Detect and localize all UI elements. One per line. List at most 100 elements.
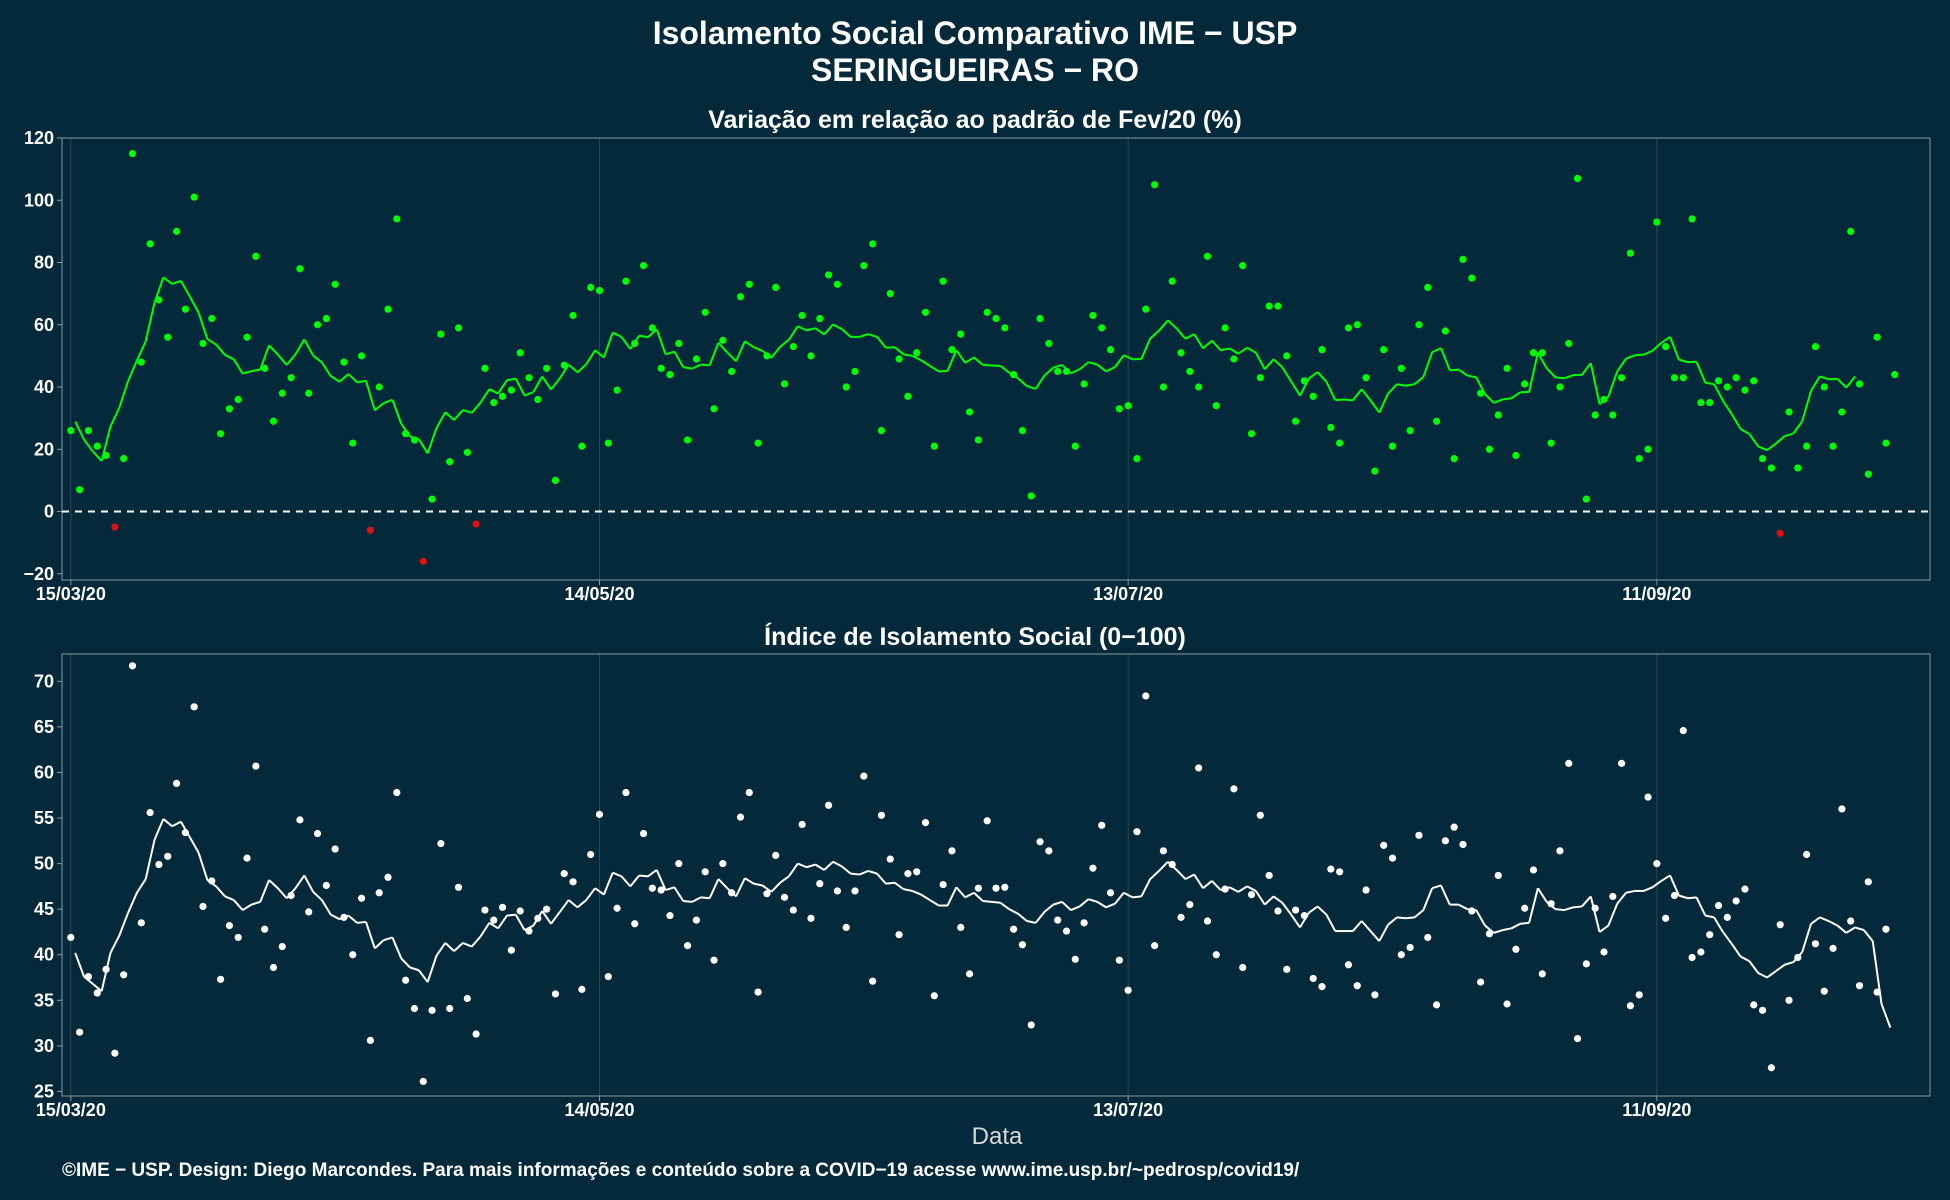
index-data-point [1565, 759, 1573, 767]
index-data-point [1767, 1064, 1775, 1072]
variation-moving-average-segment [1175, 327, 1187, 340]
variation-data-point [269, 417, 278, 425]
variation-moving-average-segment [470, 401, 482, 414]
index-moving-average-segment [1211, 880, 1222, 891]
index-moving-average-segment [1369, 930, 1381, 942]
index-data-point [1124, 986, 1132, 994]
variation-moving-average-segment [1140, 338, 1152, 360]
variation-moving-average-segment [612, 331, 622, 338]
index-moving-average-segment [418, 969, 429, 983]
index-data-point [1309, 974, 1317, 983]
index-moving-average-segment [1845, 926, 1856, 934]
variation-data-point [1291, 417, 1300, 425]
index-moving-average-segment [594, 887, 605, 896]
index-moving-average-segment [1413, 909, 1424, 919]
variation-moving-average-segment [1272, 358, 1284, 369]
variation-moving-average-segment [1017, 377, 1028, 387]
variation-moving-average-segment [876, 336, 887, 349]
variation-data-point [498, 392, 507, 400]
index-moving-average-segment [1748, 960, 1759, 974]
variation-data-point [1820, 383, 1828, 391]
variation-data-point [1662, 342, 1670, 351]
variation-moving-average-segment [1387, 383, 1398, 395]
variation-data-point [701, 308, 709, 316]
index-moving-average-segment [1193, 874, 1204, 889]
index-data-point [463, 994, 471, 1003]
variation-moving-average-segment [374, 402, 385, 412]
index-moving-average-segment [585, 887, 596, 901]
index-moving-average-segment [197, 852, 209, 881]
variation-data-point [84, 426, 93, 435]
index-data-point [1247, 890, 1256, 899]
variation-moving-average-segment [506, 377, 516, 382]
variation-moving-average-segment [1775, 435, 1786, 445]
index-moving-average-segment [753, 882, 763, 887]
variation-data-point [1212, 402, 1220, 410]
variation-moving-average-segment [903, 353, 913, 357]
variation-data-point [1670, 374, 1679, 382]
variation-moving-average-segment [1555, 376, 1565, 380]
variation-moving-average-segment [1669, 336, 1680, 360]
index-data-point [1794, 953, 1802, 962]
index-moving-average-segment [683, 899, 693, 903]
index-moving-average-segment [153, 818, 165, 841]
index-moving-average-segment [1475, 909, 1486, 927]
variation-data-point [860, 262, 868, 270]
variation-moving-average-segment [285, 353, 297, 366]
index-data-point [1388, 854, 1397, 862]
variation-data-point [393, 215, 401, 223]
index-moving-average-segment [453, 942, 464, 952]
variation-data-point [1186, 367, 1194, 376]
variation-data-point [1221, 324, 1229, 332]
index-data-point [1626, 1002, 1635, 1010]
index-moving-average-segment [1246, 885, 1257, 892]
index-data-point [1538, 970, 1546, 978]
variation-data-point [428, 495, 436, 503]
index-moving-average-segment [761, 884, 772, 893]
index-moving-average-segment [568, 899, 579, 909]
index-data-point [1230, 785, 1238, 793]
index-moving-average-segment [365, 921, 376, 949]
index-data-point [190, 703, 198, 711]
index-data-point [1697, 948, 1705, 956]
index-data-point [1380, 841, 1388, 849]
index-ytick-label: 65 [34, 717, 54, 737]
variation-data-point [1371, 467, 1379, 475]
index-moving-average-segment [735, 877, 746, 897]
index-moving-average-segment [832, 860, 843, 868]
index-data-point [84, 973, 93, 981]
index-moving-average-segment [806, 863, 816, 869]
index-data-point [120, 971, 128, 979]
index-data-point [1212, 951, 1220, 959]
variation-data-point [1891, 370, 1899, 379]
variation-data-point [1247, 430, 1256, 438]
index-data-point [93, 989, 101, 997]
variation-moving-average-segment [797, 325, 807, 332]
variation-moving-average-segment [1537, 352, 1548, 369]
variation-data-point [1274, 302, 1282, 310]
index-data-point [1133, 828, 1141, 836]
panel2-title: Índice de Isolamento Social (0−100) [764, 622, 1186, 651]
variation-data-point [1855, 380, 1864, 388]
index-moving-average-segment [479, 922, 491, 938]
index-moving-average-segment [1555, 908, 1565, 912]
index-panel: 25 30 35 40 45 50 55 60 65 70 15/03/20 14/05/20 13/0… [34, 653, 1931, 1120]
index-data-point [1371, 991, 1379, 999]
variation-data-point [1133, 455, 1141, 463]
variation-moving-average-segment [779, 338, 790, 348]
index-moving-average-segment [1819, 916, 1830, 922]
variation-moving-average-segment [1255, 352, 1266, 370]
variation-data-point [366, 526, 374, 534]
variation-data-point [1556, 383, 1564, 391]
index-moving-average-segment [462, 941, 473, 948]
index-moving-average-segment [841, 865, 852, 875]
variation-data-point [763, 352, 771, 360]
variation-data-point [172, 227, 181, 235]
index-moving-average-segment [647, 869, 658, 878]
index-moving-average-segment [602, 872, 614, 895]
variation-data-point [965, 408, 974, 416]
index-moving-average-segment [1272, 895, 1283, 904]
variation-moving-average-segment [1695, 361, 1707, 384]
variation-data-point [1829, 442, 1837, 450]
index-moving-average-segment [374, 939, 385, 950]
